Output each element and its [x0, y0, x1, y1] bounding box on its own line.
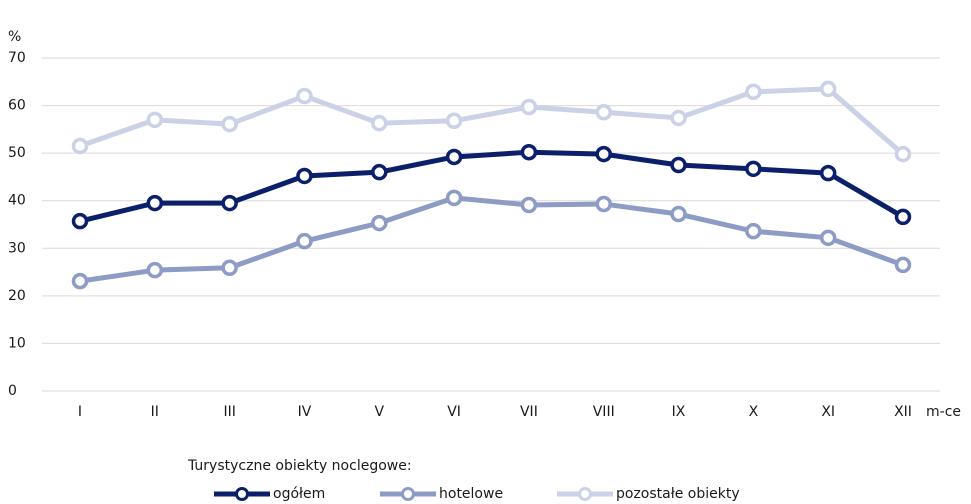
data-point [146, 194, 164, 212]
data-point [296, 87, 313, 105]
legend-label: ogółem [273, 486, 325, 502]
legend-label: pozostałe obiekty [616, 486, 740, 502]
y-tick-label: 50 [8, 145, 26, 161]
data-point [371, 214, 388, 232]
x-tick-label: IV [298, 404, 312, 420]
data-point [371, 114, 388, 132]
data-point [670, 205, 687, 223]
data-point [595, 145, 612, 163]
data-point [221, 259, 238, 277]
data-point [520, 98, 538, 116]
data-point [819, 229, 837, 247]
x-tick-label: III [223, 404, 235, 420]
series-line [79, 149, 905, 224]
y-tick-label: 10 [8, 335, 26, 351]
data-point [371, 163, 388, 181]
x-tick-label: XII [894, 404, 912, 420]
x-tick-label: II [151, 404, 159, 420]
data-point [819, 164, 837, 182]
data-point [520, 143, 538, 161]
data-point [745, 222, 762, 240]
x-tick-label: IX [672, 404, 686, 420]
data-point [520, 196, 538, 214]
data-point [71, 272, 89, 290]
data-point [71, 212, 89, 230]
data-point [670, 109, 687, 127]
data-point [445, 148, 463, 166]
y-tick-label: 0 [8, 383, 17, 399]
data-point [296, 167, 313, 185]
y-tick-label: 60 [8, 98, 26, 114]
data-point [221, 194, 238, 212]
x-tick-label: V [374, 404, 384, 420]
data-point [71, 137, 89, 155]
y-tick-label: 30 [8, 240, 26, 256]
y-tick-label: 70 [8, 50, 26, 66]
data-point [595, 103, 612, 121]
data-point [894, 145, 912, 163]
data-point [745, 83, 762, 101]
x-tick-label: XI [821, 404, 835, 420]
y-tick-label: 40 [8, 193, 26, 209]
y-axis-label: % [8, 29, 21, 45]
data-point [745, 160, 762, 178]
data-point [670, 156, 687, 174]
data-point [296, 232, 313, 250]
data-point [894, 208, 912, 226]
x-axis-label: m-ce [926, 404, 961, 420]
data-point [819, 80, 837, 98]
x-tick-label: VI [447, 404, 461, 420]
data-point [146, 111, 164, 129]
legend-label: hotelowe [439, 486, 503, 502]
x-tick-label: VIII [593, 404, 615, 420]
series-line [79, 195, 904, 284]
legend-title: Turystyczne obiekty noclegowe: [187, 458, 412, 474]
data-point [221, 115, 238, 133]
x-tick-label: VII [520, 404, 538, 420]
x-tick-label: X [749, 404, 759, 420]
x-tick-label: I [78, 404, 82, 420]
data-point [595, 195, 612, 213]
legend-marker [401, 487, 415, 501]
data-point [146, 261, 164, 279]
data-point [445, 189, 463, 207]
y-tick-label: 20 [8, 288, 26, 304]
data-point [894, 256, 912, 274]
data-point [445, 112, 463, 130]
series-line [79, 86, 905, 156]
legend-marker [235, 487, 249, 501]
legend-marker [578, 487, 592, 501]
